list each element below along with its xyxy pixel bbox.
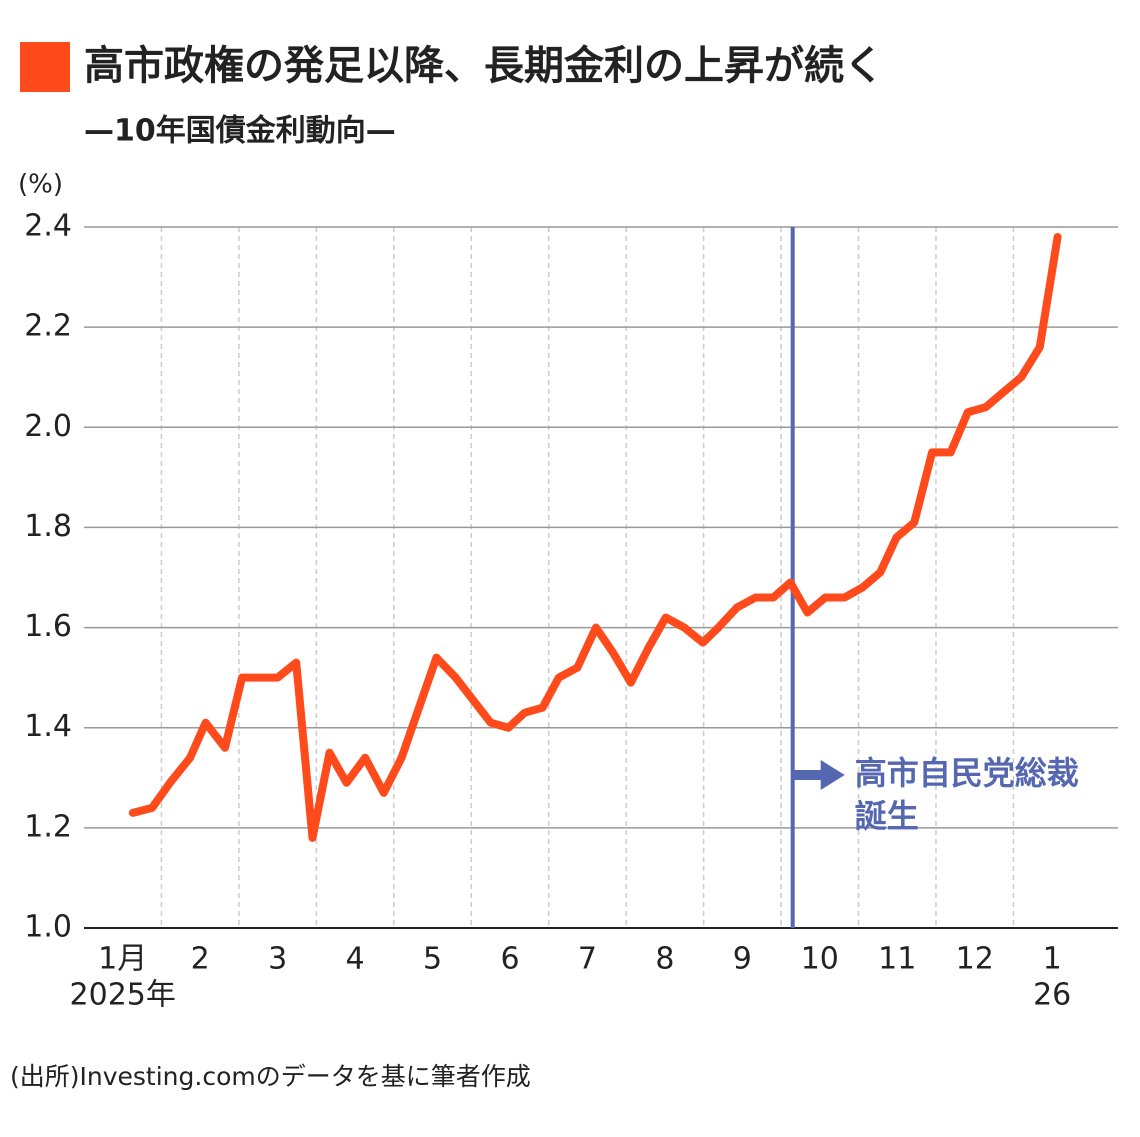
x-tick-label: 4 [346,942,365,977]
x-tick-label: 1月 [98,942,147,977]
x-tick-label: 9 [733,942,752,977]
y-unit: (%) [18,170,63,200]
annotation-text: 高市自民党総裁 [855,754,1079,792]
y-tick-label: 1.0 [24,910,72,945]
x-tick-label: 2 [191,942,210,977]
title-marker [20,42,70,92]
y-tick-label: 2.2 [24,309,72,344]
annotation-text: 誕生 [855,797,919,835]
y-tick-label: 1.6 [24,609,72,644]
x-tick-label: 6 [500,942,519,977]
x-tick-label: 8 [655,942,674,977]
x-tick-label: 7 [578,942,597,977]
x-tick-label: 11 [878,942,916,977]
x-sublabel: 2025年 [70,978,176,1013]
x-tick-label: 3 [268,942,287,977]
data-line [128,233,1062,842]
source-note: (出所)Investing.comのデータを基に筆者作成 [10,1062,531,1091]
x-sublabel: 26 [1033,978,1071,1013]
y-tick-label: 2.0 [24,409,72,444]
y-tick-label: 1.8 [24,509,72,544]
chart-title: 高市政権の発足以降、長期金利の上昇が続く [84,43,884,89]
y-tick-label: 1.4 [24,709,72,744]
x-tick-label: 5 [423,942,442,977]
x-tick-label: 10 [801,942,839,977]
y-tick-label: 2.4 [24,209,72,244]
x-tick-label: 12 [956,942,994,977]
chart-subtitle: —10年国債金利動向— [84,114,396,149]
y-tick-label: 1.2 [24,809,72,844]
annotation-arrow-head [820,760,845,790]
x-tick-label: 1 [1043,942,1062,977]
